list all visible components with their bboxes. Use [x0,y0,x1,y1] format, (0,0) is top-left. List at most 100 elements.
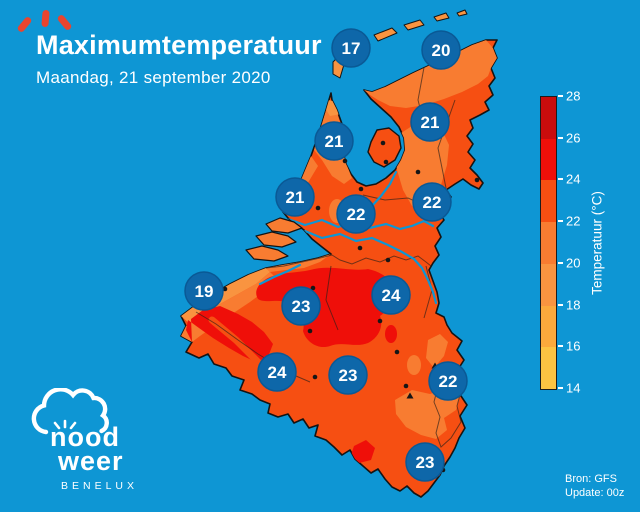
temp-badge: 24 [371,275,411,315]
temp-badge-value: 20 [432,41,451,60]
cloud-logo-icon [31,387,109,435]
colorbar-tick-label: 20 [566,255,581,271]
colorbar-tick [558,261,563,264]
colorbar-segment [541,347,556,390]
station-dot [380,140,386,146]
temp-badge: 19 [184,271,224,311]
temp-badge-circle [428,361,468,401]
colorbar-tick [558,136,563,139]
triangle-marker [406,392,414,399]
temp-badge: 21 [410,102,450,142]
noodweer-benelux-logo: nood weer BENELUX [28,387,158,503]
colorbar-tick-label: 18 [566,297,581,313]
temp-badge-circle [314,121,354,161]
station-dot [357,245,363,251]
station-dot [394,349,400,355]
station-dot [474,177,480,183]
temp-badge-circle [275,177,315,217]
station-dot [403,383,409,389]
temp-badge-value: 24 [268,363,287,382]
temp-badge-circle [184,271,224,311]
station-dot [315,205,321,211]
island-flevoland [367,127,402,168]
map-header: Maximumtemperatuur Maandag, 21 september… [36,30,322,88]
station-dot [310,285,316,291]
cloud-rays [53,419,77,430]
temp-badge-value: 21 [286,188,305,207]
wadden-island [373,27,398,42]
station-dot [342,158,348,164]
colorbar-tick-label: 16 [566,338,581,354]
delta-island [245,245,289,262]
temp-badge-value: 23 [416,453,435,472]
delta-island [255,231,297,248]
colorbar-tick-label: 24 [566,171,581,187]
temp-badge: 23 [328,355,368,395]
temp-badge-value: 23 [292,297,311,316]
temp-badge-value: 17 [342,39,361,58]
red-blob-bottom-mid-24-26 [351,440,375,463]
river-ijssel [370,170,398,208]
temp-badge: 23 [405,442,445,482]
temp-badge: 21 [275,177,315,217]
colorbar-tick-label: 22 [566,213,581,229]
logo-word-nood: nood [50,422,120,452]
temp-badge-circle [328,355,368,395]
red-spot-liege-24-26 [385,325,397,343]
station-dot [385,257,391,263]
region-east-belgium-20-22 [426,334,448,368]
colorbar-segment [541,180,556,223]
river-maas [303,229,438,305]
temp-badge: 20 [421,30,461,70]
colorbar-tick [558,178,563,181]
colorbar-tick [558,303,563,306]
temp-badge-circle [336,194,376,234]
temp-badge-value: 23 [339,366,358,385]
source-label: Bron: GFS [565,473,617,485]
temp-badge-value: 21 [421,113,440,132]
colorbar-tick [558,95,563,97]
river-rhine-waal [286,217,435,231]
colorbar-tick [558,220,563,223]
rivers [258,170,438,305]
station-dot [312,374,318,380]
temp-badge-circle [421,30,461,70]
colorbar-gradient [540,96,557,390]
temp-badge-value: 24 [382,286,401,305]
accent-dash [16,15,33,34]
wadden-island [433,12,450,22]
temp-badge: 22 [428,361,468,401]
accent-dash [41,9,50,28]
update-label: Update: 00z [565,487,625,499]
station-dots [222,133,480,473]
zeeland-delta-islands [245,217,303,262]
temperature-colorbar: 28 26 24 22 20 18 16 14 [540,89,580,396]
temp-badge-circle [412,182,452,222]
temp-badge-circle [281,286,321,326]
colorbar-segment [541,97,556,139]
temp-badge-value: 22 [423,193,442,212]
wadden-island [456,9,468,17]
temp-badge-circle [257,352,297,392]
temp-badge-circle [331,28,371,68]
station-dot [383,159,389,165]
temp-badge: 22 [412,182,452,222]
temp-badge-value: 22 [439,372,458,391]
delta-island [265,217,303,234]
wadden-island [403,19,425,31]
temp-badge-value: 19 [195,282,214,301]
region-light-spot-south [407,355,421,375]
colorbar-tick-label: 26 [566,130,581,146]
date-subtitle: Maandag, 21 september 2020 [36,68,271,87]
temp-badge-circle [371,275,411,315]
colorbar-tick-label: 28 [566,88,581,104]
red-blob-central-belgium-24-26 [256,267,396,348]
station-dot [222,286,228,292]
page-title: Maximumtemperatuur [36,30,322,60]
temp-badge: 21 [314,121,354,161]
temp-badge: 24 [257,352,297,392]
station-dot [307,328,313,334]
logo-word-weer: weer [58,446,124,476]
temp-badge-value: 21 [325,132,344,151]
